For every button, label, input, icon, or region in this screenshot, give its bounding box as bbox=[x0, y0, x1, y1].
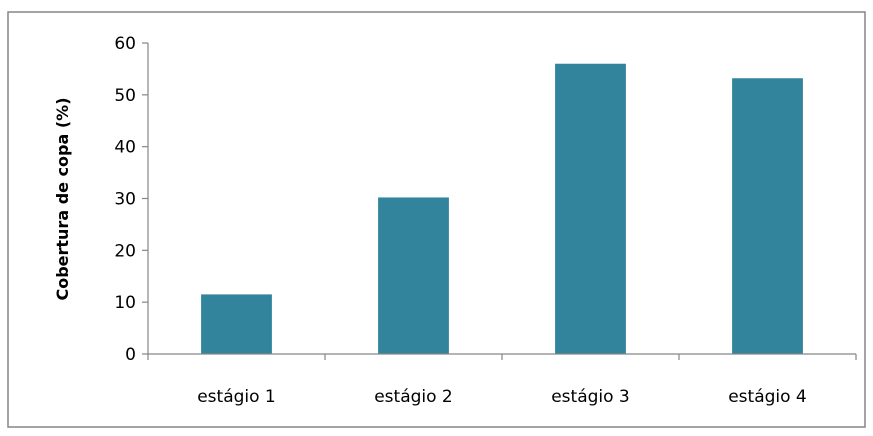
bars bbox=[201, 63, 803, 354]
bar-3 bbox=[555, 63, 626, 354]
y-axis-title: Cobertura de copa (%) bbox=[53, 97, 72, 300]
y-tick-label: 0 bbox=[125, 345, 136, 365]
bar-4 bbox=[732, 78, 803, 354]
y-tick-label: 30 bbox=[114, 190, 136, 210]
x-category-label: estágio 3 bbox=[551, 387, 630, 407]
x-category-label: estágio 2 bbox=[374, 387, 453, 407]
y-axis-ticks: 0 10 20 30 40 50 60 bbox=[114, 34, 149, 365]
bar-1 bbox=[201, 294, 272, 354]
y-tick-label: 20 bbox=[114, 241, 136, 261]
y-tick-label: 40 bbox=[114, 138, 136, 158]
y-tick-label: 10 bbox=[114, 293, 136, 313]
x-category-label: estágio 1 bbox=[197, 387, 276, 407]
y-tick-label: 50 bbox=[114, 86, 136, 106]
bar-2 bbox=[378, 197, 449, 354]
y-tick-label: 60 bbox=[114, 34, 136, 54]
x-category-label: estágio 4 bbox=[728, 387, 807, 407]
x-axis: estágio 1 estágio 2 estágio 3 estágio 4 bbox=[147, 353, 857, 407]
